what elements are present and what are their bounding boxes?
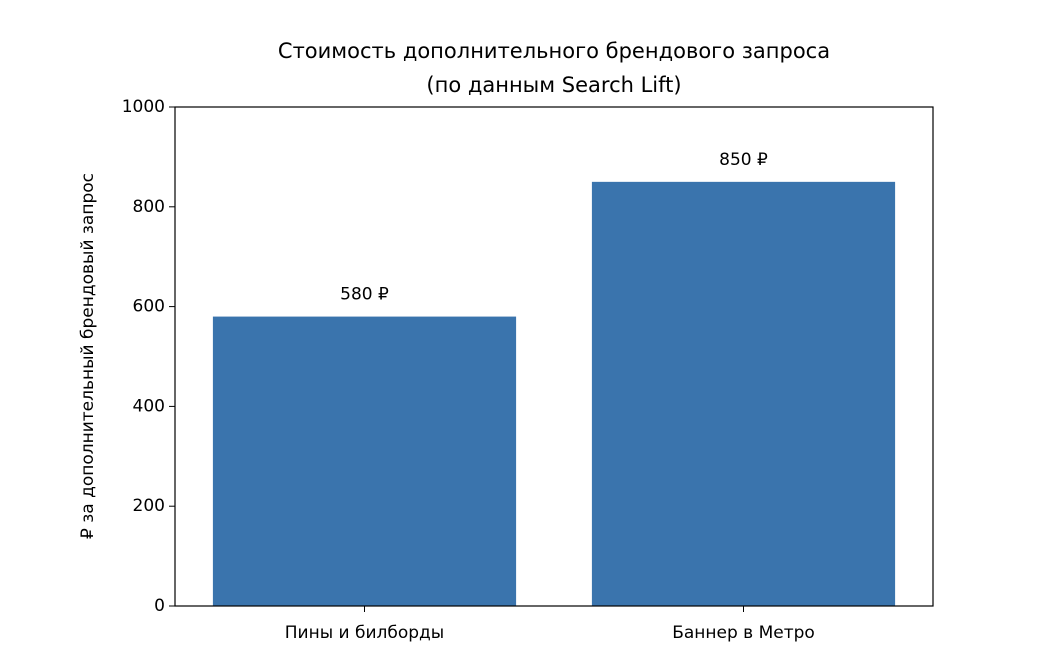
chart-subtitle: (по данным Search Lift): [426, 73, 681, 97]
bar: [212, 316, 517, 606]
y-tick-label: 800: [133, 197, 165, 217]
chart-title: Стоимость дополнительного брендового зап…: [278, 39, 830, 63]
value-label: 850 ₽: [719, 150, 768, 170]
x-tick-label: Баннер в Метро: [672, 623, 815, 643]
y-axis-label: ₽ за дополнительный брендовый запрос: [78, 173, 98, 539]
plot-frame: [174, 106, 934, 607]
y-tick-label: 0: [154, 596, 165, 616]
y-tick-label: 600: [133, 297, 165, 317]
x-tick-label: Пины и билборды: [285, 623, 444, 643]
y-tick-label: 1000: [122, 97, 165, 117]
y-tick-label: 200: [133, 496, 165, 516]
y-tick-label: 400: [133, 396, 165, 416]
value-label: 580 ₽: [340, 285, 389, 305]
bar: [591, 181, 896, 606]
